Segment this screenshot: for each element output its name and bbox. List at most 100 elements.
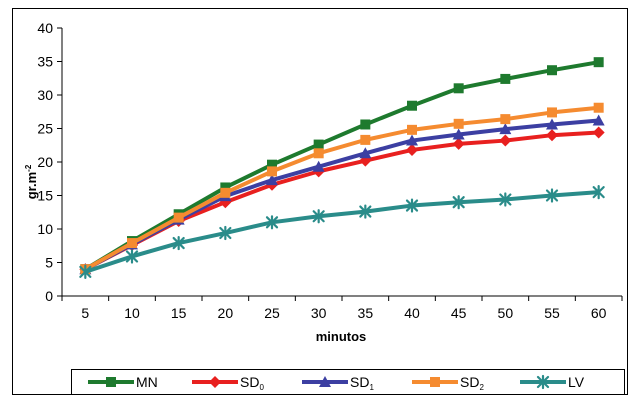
- y-tick-label: 25: [37, 121, 53, 137]
- data-point-mn: [547, 65, 557, 76]
- data-point-mn: [500, 73, 511, 84]
- data-point-lv: [592, 185, 605, 200]
- legend-entry-lv: LV: [520, 374, 585, 390]
- data-point-mn: [593, 57, 604, 68]
- data-point-sd2: [360, 134, 371, 145]
- x-tick-label: 50: [498, 305, 514, 321]
- legend-marker-sd0: [209, 376, 221, 388]
- legend-marker-mn: [106, 377, 116, 387]
- x-tick-label: 15: [171, 305, 187, 321]
- data-point-mn: [267, 159, 277, 170]
- plot-area: [79, 57, 605, 279]
- legend-label-subscript: 0: [259, 383, 264, 392]
- legend-entry-mn: MN: [88, 374, 158, 390]
- data-point-sd0: [499, 134, 512, 147]
- data-point-sd2: [500, 114, 511, 125]
- data-point-sd1: [592, 114, 605, 126]
- legend-entry-sd2: SD2: [412, 374, 484, 392]
- legend-label-sd2: SD2: [460, 374, 484, 392]
- series-line-sd2: [84, 105, 599, 271]
- x-tick-label: 55: [544, 305, 560, 321]
- chart-border: [12, 8, 628, 395]
- data-point-mn: [360, 119, 371, 130]
- x-tick-label: 20: [218, 305, 234, 321]
- data-point-sd1: [266, 174, 278, 186]
- legend-label-mn: MN: [136, 374, 158, 390]
- data-point-sd1: [406, 134, 418, 146]
- series-line-lv: [84, 190, 599, 274]
- data-point-sd2: [220, 187, 231, 198]
- data-point-sd1: [452, 128, 465, 140]
- data-point-mn: [220, 182, 231, 193]
- data-point-sd2: [593, 102, 604, 113]
- legend-label-subscript: 1: [369, 383, 374, 392]
- y-tick-label: 30: [37, 87, 53, 103]
- data-point-lv: [499, 192, 512, 207]
- data-point-lv: [219, 225, 232, 241]
- legend-label-text: SD: [240, 374, 259, 390]
- data-point-sd0: [452, 137, 465, 150]
- data-point-lv: [265, 215, 279, 230]
- y-tick-label: 40: [37, 20, 53, 36]
- data-point-sd2: [127, 238, 137, 249]
- series-line-mn: [84, 60, 600, 271]
- x-axis-label: minutos: [316, 329, 367, 344]
- legend-label-subscript: 2: [479, 383, 484, 392]
- data-point-lv: [452, 195, 465, 210]
- y-axis-label: gr.m-2: [24, 164, 39, 199]
- data-point-lv: [172, 235, 185, 251]
- data-point-mn: [407, 100, 417, 111]
- legend-label-sd1: SD1: [350, 374, 374, 392]
- data-point-sd2: [453, 118, 464, 129]
- y-axis-label-superscript: -2: [24, 164, 33, 172]
- legend-label-text: LV: [568, 374, 585, 390]
- y-tick-label: 20: [37, 154, 53, 170]
- legend-entry-sd1: SD1: [302, 374, 374, 392]
- data-point-lv: [79, 264, 92, 279]
- legend-marker-sd2: [430, 377, 440, 387]
- series-lv: [79, 185, 605, 279]
- data-point-sd0: [546, 129, 558, 142]
- data-point-sd1: [546, 118, 558, 130]
- legend-label-text: SD: [460, 374, 479, 390]
- y-tick-label: 5: [45, 255, 53, 271]
- legend-entry-sd0: SD0: [192, 374, 264, 392]
- data-point-sd1: [312, 160, 325, 172]
- data-point-lv: [545, 188, 559, 203]
- data-point-lv: [125, 249, 139, 264]
- legend-label-lv: LV: [568, 374, 585, 390]
- data-point-mn: [313, 139, 324, 150]
- data-point-lv: [359, 204, 372, 219]
- y-tick-label: 10: [37, 221, 53, 237]
- data-point-sd2: [407, 124, 417, 135]
- axes: 0 5 10 15 20 25 30 35 40 5 10 15 20 25 30 35 40 45 50 55 60: [37, 20, 623, 321]
- legend-label-sd0: SD0: [240, 374, 264, 392]
- data-point-lv: [405, 198, 419, 213]
- y-tick-label: 15: [37, 188, 53, 204]
- legend-label-text: SD: [350, 374, 369, 390]
- x-tick-label: 10: [124, 305, 140, 321]
- data-point-sd1: [499, 123, 512, 135]
- data-point-sd2: [313, 148, 324, 159]
- y-axis-label-text: gr.m: [24, 172, 39, 199]
- legend-marker-lv: [536, 374, 550, 390]
- legend-marker-sd1: [319, 376, 331, 387]
- x-tick-label: 45: [451, 305, 467, 321]
- legend: MN SD0 SD1 SD2 LV: [88, 374, 585, 392]
- data-point-sd0: [406, 143, 418, 156]
- x-tick-label: 35: [358, 305, 374, 321]
- data-point-sd1: [359, 147, 372, 159]
- x-tick-label: 30: [311, 305, 327, 321]
- data-point-sd2: [267, 166, 277, 177]
- x-tick-label: 5: [81, 305, 89, 321]
- data-point-sd2: [173, 212, 184, 223]
- y-tick-label: 0: [45, 288, 53, 304]
- y-tick-label: 35: [37, 54, 53, 70]
- data-point-mn: [453, 83, 464, 94]
- legend-label-text: MN: [136, 374, 158, 390]
- x-tick-label: 25: [264, 305, 280, 321]
- x-tick-label: 60: [591, 305, 607, 321]
- data-point-sd0: [592, 126, 605, 139]
- data-point-lv: [312, 209, 325, 224]
